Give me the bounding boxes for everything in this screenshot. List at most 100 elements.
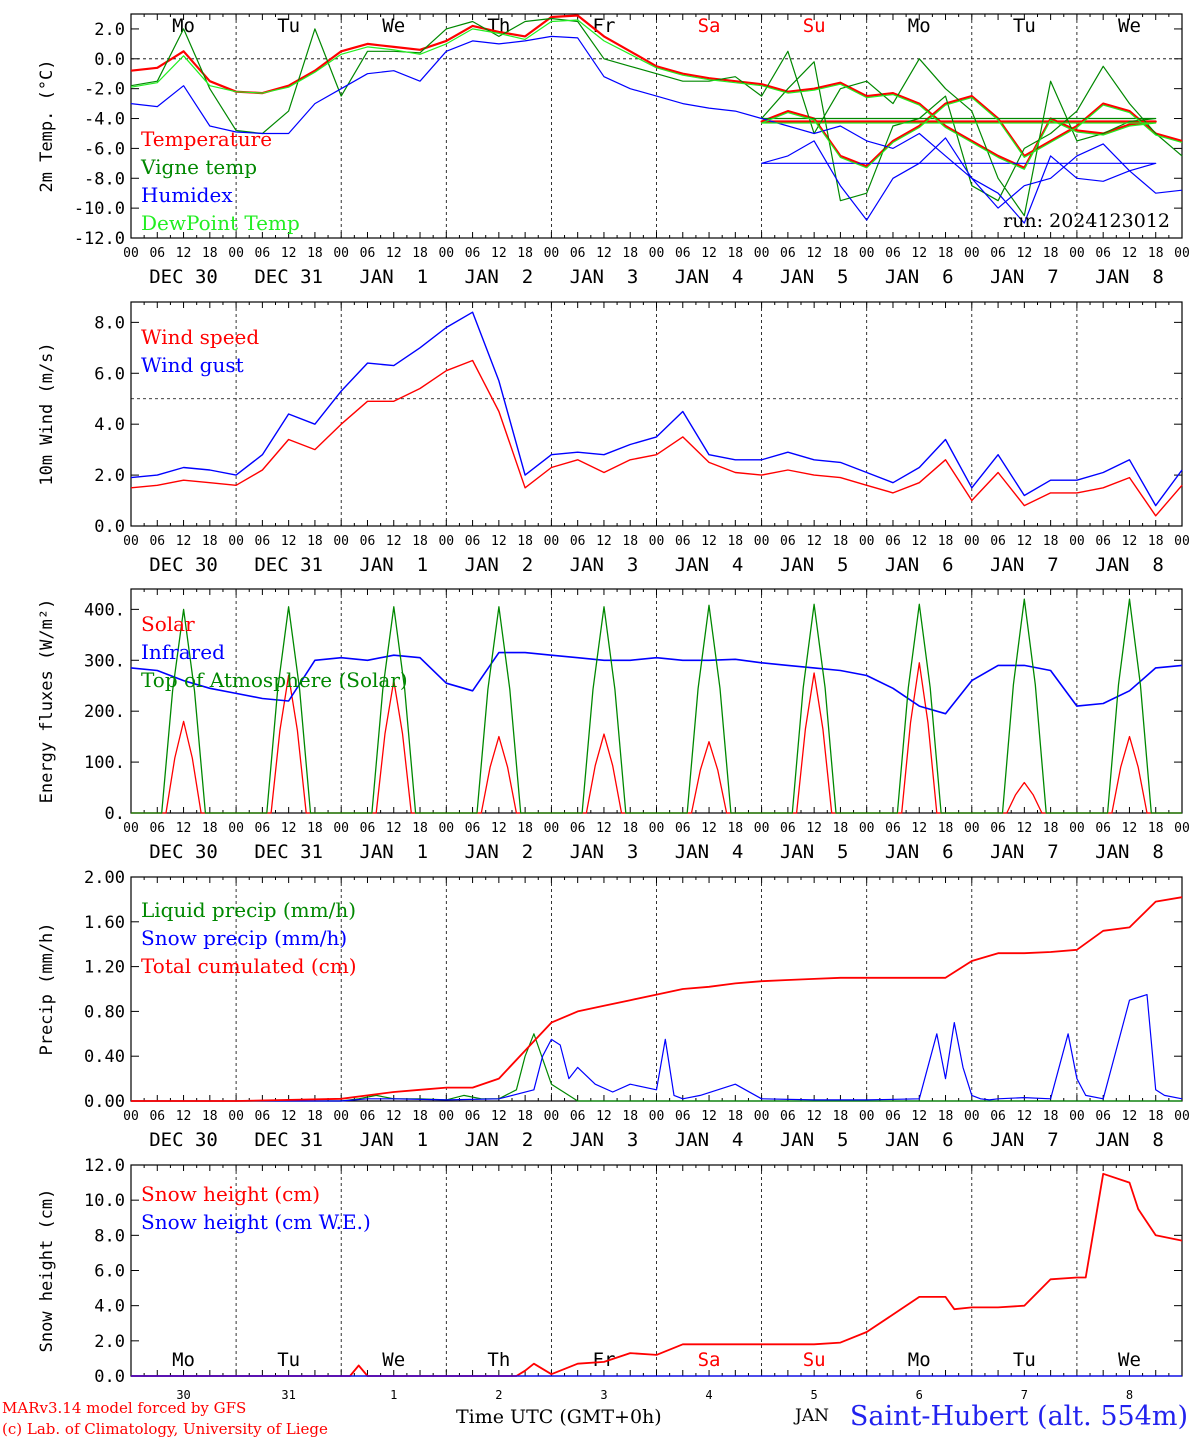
weekday-label: Tu — [277, 15, 300, 37]
x-date-label: DEC 30 — [149, 554, 218, 576]
run-label: run: 2024123012 — [1003, 210, 1170, 232]
chart-panel-4: 2.00 1.60 1.20 0.80 0.40 0.00 Precip (mm/h) 00 0… — [37, 868, 1190, 1151]
x-hour-label: 00 — [754, 246, 770, 261]
x-hour-label: 12 — [701, 1109, 717, 1124]
x-hour-label: 12 — [176, 821, 192, 836]
x-day-number: 3 — [600, 1388, 607, 1402]
series-line-liquid-precip-mm-h- — [131, 1033, 1182, 1102]
x-date-label: JAN 7 — [990, 1129, 1059, 1151]
x-hour-label: 06 — [149, 821, 165, 836]
x-date-label: JAN 4 — [675, 266, 744, 288]
weekday-label: We — [382, 1349, 405, 1371]
x-date-label: JAN 3 — [570, 1129, 639, 1151]
model-credit: MARv3.14 model forced by GFS — [2, 1399, 247, 1417]
x-hour-label: 18 — [412, 246, 428, 261]
y-tick-label: 300. — [84, 651, 125, 671]
legend-entry: DewPoint Temp — [141, 211, 300, 235]
x-hour-label: 00 — [859, 1109, 875, 1124]
x-hour-label: 00 — [1069, 821, 1085, 836]
y-tick-label: 0.40 — [84, 1047, 125, 1067]
x-hour-label: 12 — [281, 534, 297, 549]
weekday-label: Mo — [172, 1349, 195, 1371]
x-hour-label: 12 — [1017, 821, 1033, 836]
plot-frame — [130, 13, 1183, 239]
chart-panel-2: 8.0 6.0 4.0 2.0 0.0 10m Wind (m/s) 00 06 12 18 00 0… — [37, 301, 1190, 576]
x-hour-label: 12 — [176, 246, 192, 261]
weekday-label: We — [382, 15, 405, 37]
series-line-humidex — [130, 35, 1183, 224]
x-hour-label: 12 — [491, 1109, 507, 1124]
weekday-label: Mo — [908, 1349, 931, 1371]
series-line-snow-precip-mm-h- — [131, 993, 1183, 1102]
x-date-label: JAN 1 — [359, 1129, 428, 1151]
series-line-top-of-atmosphere-solar- — [131, 598, 1182, 814]
x-date-label: JAN 1 — [359, 266, 428, 288]
weekday-label: Th — [487, 1349, 510, 1371]
series-line-total-cumulated-cm- — [131, 896, 1183, 1102]
x-hour-label: 06 — [780, 246, 796, 261]
x-hour-label: 06 — [149, 246, 165, 261]
x-hour-label: 18 — [1148, 534, 1164, 549]
x-hour-label: 00 — [754, 1109, 770, 1124]
x-date-label: DEC 30 — [149, 266, 218, 288]
y-axis-label: Precip (mm/h) — [37, 922, 57, 1055]
x-hour-label: 06 — [570, 246, 586, 261]
x-hour-label: 18 — [1148, 1109, 1164, 1124]
series-line-wind-gust — [130, 311, 1183, 507]
x-day-number: 2 — [495, 1388, 502, 1402]
x-hour-label: 18 — [1148, 246, 1164, 261]
x-hour-label: 06 — [465, 534, 481, 549]
x-hour-label: 18 — [517, 246, 533, 261]
x-hour-label: 12 — [1122, 246, 1138, 261]
x-hour-label: 06 — [255, 1109, 271, 1124]
x-hour-label: 18 — [202, 821, 218, 836]
x-hour-label: 00 — [544, 1109, 560, 1124]
y-tick-label: 1.60 — [84, 913, 125, 933]
x-date-label: JAN 5 — [780, 1129, 849, 1151]
x-hour-label: 00 — [438, 821, 454, 836]
x-hour-label: 00 — [544, 246, 560, 261]
x-hour-label: 06 — [1095, 246, 1111, 261]
y-tick-label: -6.0 — [84, 139, 125, 159]
x-hour-label: 00 — [1069, 246, 1085, 261]
x-date-label: JAN 8 — [1095, 1129, 1164, 1151]
weekday-label: Su — [803, 15, 826, 37]
x-hour-label: 00 — [649, 534, 665, 549]
series-line-dewpoint-temp — [130, 19, 1183, 170]
weekday-label: We — [1118, 1349, 1141, 1371]
x-hour-label: 00 — [649, 246, 665, 261]
x-date-label: JAN 5 — [780, 554, 849, 576]
x-hour-label: 06 — [255, 534, 271, 549]
x-date-label: JAN 6 — [885, 1129, 954, 1151]
x-hour-label: 12 — [701, 534, 717, 549]
y-tick-label: 2.0 — [94, 1332, 125, 1352]
x-hour-label: 00 — [964, 534, 980, 549]
x-hour-label: 18 — [1148, 821, 1164, 836]
legend-entry: Humidex — [141, 183, 233, 207]
x-hour-label: 12 — [806, 1109, 822, 1124]
chart-panel-3: 400. 300. 200. 100. 0. Energy fluxes (W/m²) 00… — [37, 588, 1190, 863]
x-date-label: JAN 6 — [885, 266, 954, 288]
x-hour-label: 06 — [465, 1109, 481, 1124]
x-hour-label: 12 — [806, 246, 822, 261]
x-hour-label: 00 — [964, 246, 980, 261]
y-tick-label: 6.0 — [94, 364, 125, 384]
x-date-label: JAN 5 — [780, 841, 849, 863]
x-day-number: 1 — [390, 1388, 397, 1402]
x-hour-label: 00 — [333, 1109, 349, 1124]
x-hour-label: 00 — [228, 1109, 244, 1124]
x-day-number: 31 — [281, 1388, 295, 1402]
y-tick-label: 8.0 — [94, 313, 125, 333]
x-date-label: JAN 4 — [675, 554, 744, 576]
x-hour-label: 18 — [938, 246, 954, 261]
x-hour-label: 18 — [307, 534, 323, 549]
x-hour-label: 12 — [596, 534, 612, 549]
x-hour-label: 00 — [123, 821, 139, 836]
legend-entry: Snow height (cm) — [141, 1182, 320, 1206]
x-hour-label: 06 — [360, 534, 376, 549]
x-hour-label: 06 — [149, 1109, 165, 1124]
x-hour-label: 00 — [438, 1109, 454, 1124]
x-hour-label: 00 — [964, 821, 980, 836]
y-tick-label: -12.0 — [74, 229, 125, 249]
chart-panel-5: 12.0 10.0 8.0 6.0 4.0 2.0 0.0 Snow height (cm) 3… — [37, 1156, 1183, 1402]
